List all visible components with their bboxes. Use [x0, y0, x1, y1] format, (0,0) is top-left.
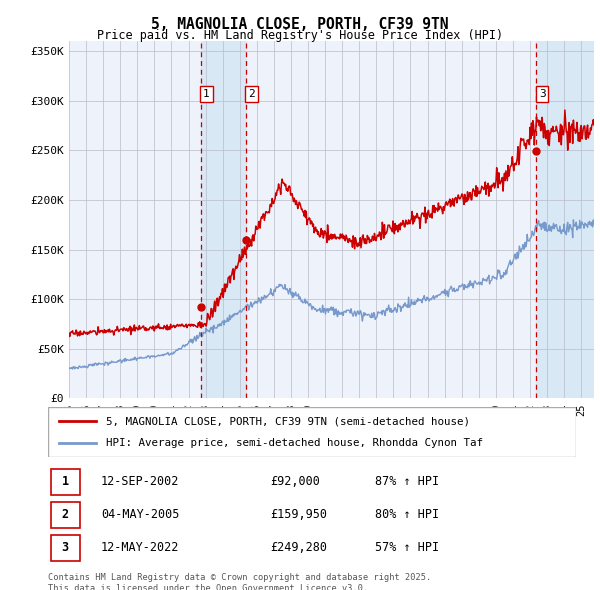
FancyBboxPatch shape [50, 469, 80, 494]
Text: 3: 3 [62, 541, 69, 555]
Text: £92,000: £92,000 [270, 475, 320, 489]
Text: 5, MAGNOLIA CLOSE, PORTH, CF39 9TN: 5, MAGNOLIA CLOSE, PORTH, CF39 9TN [151, 17, 449, 31]
Text: 1: 1 [203, 89, 210, 99]
Text: Price paid vs. HM Land Registry's House Price Index (HPI): Price paid vs. HM Land Registry's House … [97, 30, 503, 42]
Bar [536, 41, 594, 398]
Text: 2: 2 [62, 508, 69, 522]
Text: £159,950: £159,950 [270, 508, 327, 522]
Text: 04-MAY-2005: 04-MAY-2005 [101, 508, 179, 522]
FancyBboxPatch shape [48, 407, 576, 457]
Text: 2: 2 [248, 89, 255, 99]
Text: 80% ↑ HPI: 80% ↑ HPI [376, 508, 439, 522]
Text: Contains HM Land Registry data © Crown copyright and database right 2025.
This d: Contains HM Land Registry data © Crown c… [48, 573, 431, 590]
Bar [200, 41, 246, 398]
Text: £249,280: £249,280 [270, 541, 327, 555]
Text: 57% ↑ HPI: 57% ↑ HPI [376, 541, 439, 555]
Text: 1: 1 [62, 475, 69, 489]
Text: 5, MAGNOLIA CLOSE, PORTH, CF39 9TN (semi-detached house): 5, MAGNOLIA CLOSE, PORTH, CF39 9TN (semi… [106, 416, 470, 426]
Text: 12-MAY-2022: 12-MAY-2022 [101, 541, 179, 555]
Text: 12-SEP-2002: 12-SEP-2002 [101, 475, 179, 489]
FancyBboxPatch shape [50, 535, 80, 560]
FancyBboxPatch shape [50, 502, 80, 527]
Text: HPI: Average price, semi-detached house, Rhondda Cynon Taf: HPI: Average price, semi-detached house,… [106, 438, 483, 448]
Text: 3: 3 [539, 89, 545, 99]
Text: 87% ↑ HPI: 87% ↑ HPI [376, 475, 439, 489]
